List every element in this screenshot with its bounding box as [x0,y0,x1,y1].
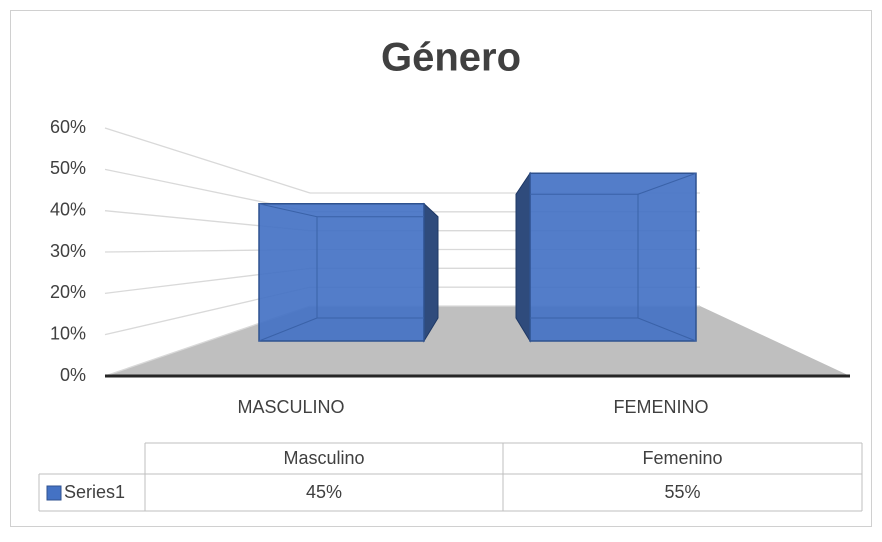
bar-side [515,171,531,343]
y-tick-label: 60% [50,117,86,137]
legend-label: Series1 [64,482,125,502]
x-tick-label: FEMENINO [613,397,708,417]
bar [529,172,697,342]
bar-side [423,202,439,343]
x-tick-label: MASCULINO [237,397,344,417]
bar-edge [258,317,318,342]
legend-swatch [46,485,62,501]
chart-title: Género [381,36,521,80]
table-header: Masculino [283,448,364,468]
table-header: Femenino [642,448,722,468]
y-tick-label: 10% [50,323,86,343]
y-tick-label: 0% [60,365,86,385]
bar-edge [637,172,697,195]
bar-edge [637,317,697,342]
grid-perspective-line [104,127,311,194]
bar [258,203,425,342]
bars-layer: MASCULINO FEMENINO [237,171,709,417]
table-value: 55% [664,482,700,502]
table-value: 45% [306,482,342,502]
y-tick-label: 20% [50,282,86,302]
y-tick-label: 40% [50,199,86,219]
y-tick-label: 30% [50,241,86,261]
y-tick-label: 50% [50,158,86,178]
data-table: Masculino Femenino 45% 55% Series1 [38,442,863,512]
bar-edge [258,203,318,218]
